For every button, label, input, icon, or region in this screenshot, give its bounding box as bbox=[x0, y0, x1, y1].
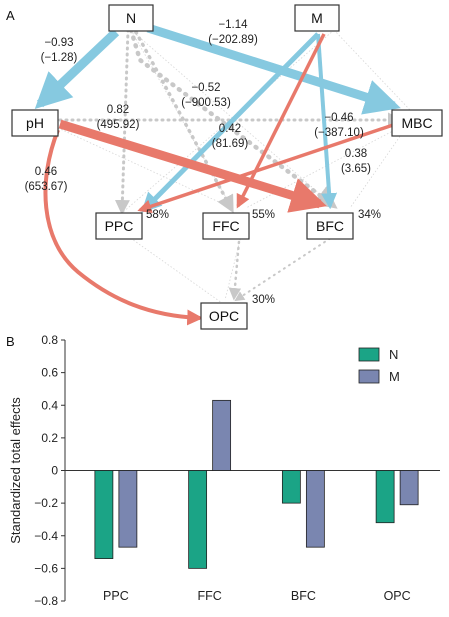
node-opc-label: OPC bbox=[209, 308, 239, 324]
node-mbc: MBC bbox=[391, 109, 443, 137]
coef-n-ppc-value: 0.82 bbox=[107, 104, 129, 116]
node-m: M bbox=[294, 4, 340, 32]
y-tick-label: −0.4 bbox=[34, 529, 58, 543]
legend-swatch-m bbox=[358, 369, 380, 384]
node-m-label: M bbox=[311, 10, 323, 26]
coef-n-mbc-paren: (−202.89) bbox=[208, 34, 258, 46]
r2-ppc: 58% bbox=[146, 209, 169, 221]
coef-ph-mbc-value: −0.46 bbox=[324, 112, 353, 124]
y-tick-label: −0.8 bbox=[34, 594, 58, 608]
y-tick-label: 0.2 bbox=[41, 431, 58, 445]
bar-m-bfc bbox=[305, 470, 325, 548]
bar-n-bfc bbox=[281, 470, 301, 504]
panel-a-letter: A bbox=[6, 8, 15, 23]
coef-n-ffc-paren: (−900.53) bbox=[181, 97, 231, 109]
y-tick-label: 0.8 bbox=[41, 333, 58, 347]
r2-ffc: 55% bbox=[252, 209, 275, 221]
coef-n-ph-paren: (−1.28) bbox=[41, 52, 78, 64]
node-ffc: FFC 55% bbox=[202, 209, 275, 240]
r2-bfc: 34% bbox=[358, 209, 381, 221]
bar-n-opc bbox=[375, 470, 395, 524]
node-mbc-label: MBC bbox=[401, 115, 432, 131]
coef-n-ffc-value: −0.52 bbox=[191, 82, 220, 94]
bar-n-ppc bbox=[94, 470, 114, 559]
legend-swatch-n bbox=[358, 347, 380, 362]
positive-paths bbox=[43, 33, 397, 326]
bar-m-ppc bbox=[118, 470, 138, 548]
panel-b-letter: B bbox=[6, 334, 15, 349]
bar-m-ffc bbox=[212, 399, 232, 471]
x-category-label: PPC bbox=[103, 589, 129, 603]
node-ppc: PPC 58% bbox=[95, 209, 169, 240]
node-ffc-label: FFC bbox=[212, 218, 239, 234]
legend-label-n: N bbox=[389, 347, 398, 362]
legend-label-m: M bbox=[389, 369, 400, 384]
coef-n-ppc-paren: (495.92) bbox=[97, 119, 140, 131]
coefficient-labels: −0.93 (−1.28) −1.14 (−202.89) 0.82 (495.… bbox=[25, 19, 372, 193]
coef-ph-opc-value: 0.46 bbox=[35, 166, 57, 178]
coef-m-ppc-paren: (81.69) bbox=[212, 138, 249, 150]
coef-ph-opc-paren: (653.67) bbox=[25, 181, 68, 193]
node-ppc-label: PPC bbox=[105, 218, 134, 234]
node-n-label: N bbox=[126, 10, 136, 26]
x-category-label: OPC bbox=[384, 589, 411, 603]
node-n: N bbox=[108, 4, 154, 32]
coef-n-mbc-value: −1.14 bbox=[218, 19, 248, 31]
coef-mbc-ppc-paren: (3.65) bbox=[341, 163, 371, 175]
coef-ph-mbc-paren: (−387.10) bbox=[314, 127, 364, 139]
node-bfc: BFC 34% bbox=[306, 209, 381, 240]
negative-paths bbox=[34, 23, 401, 213]
y-tick-label: −0.6 bbox=[34, 561, 58, 575]
y-tick-label: −0.2 bbox=[34, 496, 58, 510]
total-effects-chart: 0.8 0.6 0.4 0.2 0 −0.2 −0.4 −0.6 −0.8 Standardize… bbox=[8, 333, 440, 608]
bar-n-ffc bbox=[188, 470, 208, 569]
coef-n-ph-value: −0.93 bbox=[44, 37, 73, 49]
y-tick-label: 0.4 bbox=[41, 398, 58, 412]
node-ph: pH bbox=[11, 109, 59, 137]
coef-m-ppc-value: 0.42 bbox=[219, 123, 241, 135]
y-tick-label: 0.6 bbox=[41, 366, 58, 380]
node-opc: OPC 30% bbox=[200, 294, 275, 330]
node-bfc-label: BFC bbox=[316, 218, 344, 234]
y-axis-title: Standardized total effects bbox=[8, 397, 23, 544]
bar-m-opc bbox=[399, 470, 419, 506]
y-tick-label: 0 bbox=[51, 464, 58, 478]
x-category-label: FFC bbox=[197, 589, 221, 603]
r2-opc: 30% bbox=[252, 294, 275, 306]
node-ph-label: pH bbox=[26, 115, 44, 131]
x-category-label: BFC bbox=[291, 589, 316, 603]
coef-mbc-ppc-value: 0.38 bbox=[345, 148, 367, 160]
